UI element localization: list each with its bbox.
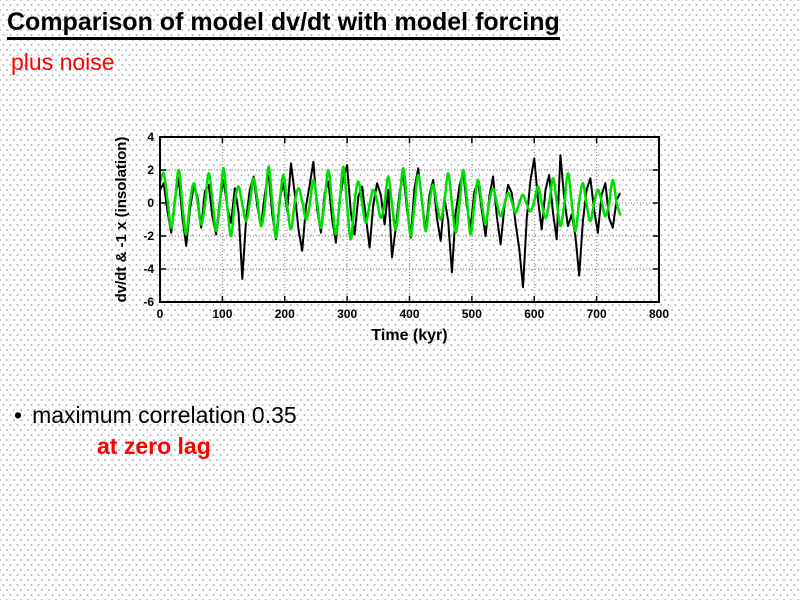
subtitle: plus noise [11, 49, 115, 75]
x-tick-label: 800 [649, 307, 669, 321]
bullet-marker: • [14, 402, 23, 428]
y-axis-label: dv/dt & -1 x (insolation) [113, 137, 130, 303]
series-line-forcing [158, 165, 622, 241]
x-tick-label: 200 [275, 307, 295, 321]
x-tick-label: 600 [524, 307, 544, 321]
page-title: Comparison of model dv/dt with model for… [7, 8, 560, 40]
y-tick-label: -4 [143, 262, 154, 276]
x-tick-label: 300 [337, 307, 357, 321]
timeseries-chart: 0 100 200 300 400 500 600 700 800 4 2 0 -2 -4 -6 Time (… [113, 130, 669, 344]
x-tick-label: 500 [462, 307, 482, 321]
page-title-text: Comparison of model dv/dt with model for… [7, 8, 560, 40]
x-tick-label: 100 [212, 307, 232, 321]
matlab-figure: 0 100 200 300 400 500 600 700 800 4 2 0 -2 -4 -6 Time (… [100, 98, 685, 348]
y-tick-label: 4 [147, 130, 154, 144]
x-tick-label: 0 [157, 307, 164, 321]
x-tick-label: 700 [587, 307, 607, 321]
bullet-line: • maximum correlation 0.35 [14, 402, 297, 429]
y-tick-label: 2 [147, 163, 154, 177]
y-tick-label: 0 [147, 196, 154, 210]
y-tick-label: -6 [143, 295, 154, 309]
bullet-text: maximum correlation 0.35 [32, 402, 297, 428]
y-tick-label: -2 [143, 229, 154, 243]
x-tick-label: 400 [399, 307, 419, 321]
x-axis-label: Time (kyr) [371, 327, 447, 344]
bullet-emphasis: at zero lag [97, 433, 211, 459]
